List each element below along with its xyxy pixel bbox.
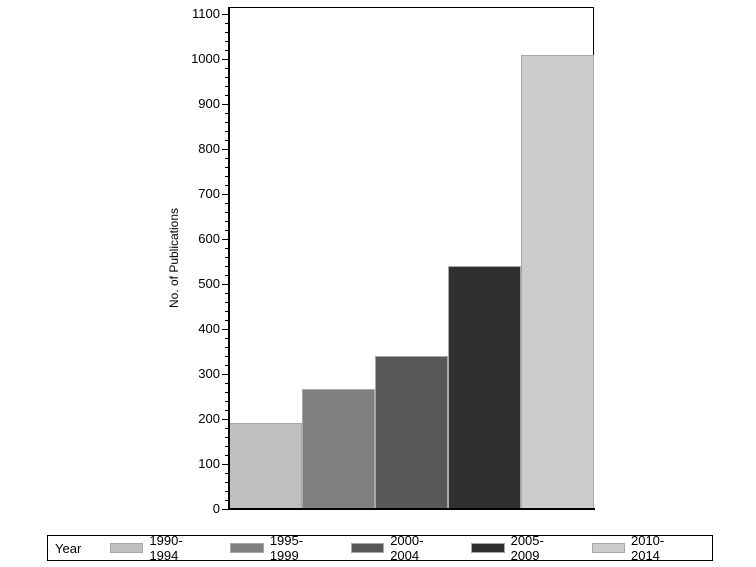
bar-2000-2004 (375, 356, 448, 509)
legend: Year 1990-1994 1995-1999 2000-2004 2005-… (47, 533, 713, 563)
legend-label: 2000-2004 (390, 533, 424, 563)
legend-item: 2005-2009 (471, 533, 571, 563)
y-tick-label: 600 (198, 231, 220, 246)
y-tick-label: 400 (198, 321, 220, 336)
minor-tick (225, 491, 229, 492)
bar-2010-2014 (521, 55, 594, 509)
legend-swatch (230, 543, 264, 553)
minor-tick (225, 482, 229, 483)
y-axis-tick-labels: 0 100 200 300 400 500 600 700 800 900 1000 1100 (160, 0, 220, 567)
y-tick-label: 1100 (192, 6, 220, 21)
minor-tick (225, 500, 229, 501)
minor-tick (225, 95, 229, 96)
minor-tick (225, 203, 229, 204)
minor-tick (225, 77, 229, 78)
y-axis-line (228, 7, 230, 510)
minor-tick (225, 212, 229, 213)
minor-tick (225, 383, 229, 384)
minor-tick (225, 167, 229, 168)
legend-swatch (471, 543, 505, 553)
minor-tick (225, 293, 229, 294)
minor-tick (225, 347, 229, 348)
y-tick-label: 200 (198, 411, 220, 426)
minor-tick (225, 446, 229, 447)
major-tick (222, 104, 229, 105)
major-tick (222, 374, 229, 375)
minor-tick (225, 455, 229, 456)
minor-tick (225, 185, 229, 186)
minor-tick (225, 86, 229, 87)
y-tick-label: 1000 (191, 51, 220, 66)
legend-swatch (350, 543, 385, 553)
minor-tick (225, 410, 229, 411)
y-tick-label: 300 (198, 366, 220, 381)
legend-label: 2010-2014 (630, 533, 665, 563)
major-tick (222, 464, 229, 465)
minor-tick (225, 176, 229, 177)
major-tick (222, 509, 229, 510)
minor-tick (225, 401, 229, 402)
minor-tick (225, 365, 229, 366)
minor-tick (225, 437, 229, 438)
minor-tick (225, 32, 229, 33)
minor-tick (225, 428, 229, 429)
legend-swatch (591, 543, 625, 553)
minor-tick (225, 113, 229, 114)
legend-title: Year (55, 540, 82, 556)
minor-tick (225, 131, 229, 132)
bar-2005-2009 (448, 265, 521, 509)
minor-tick (225, 356, 229, 357)
legend-swatch (110, 543, 144, 553)
y-tick-label: 0 (212, 501, 220, 516)
legend-item: 1995-1999 (230, 533, 330, 563)
minor-tick (225, 473, 229, 474)
major-tick (222, 194, 229, 195)
minor-tick (225, 68, 229, 69)
legend-item: 2010-2014 (591, 533, 692, 563)
major-tick (222, 14, 229, 15)
minor-tick (225, 338, 229, 339)
legend-label: 2005-2009 (510, 533, 544, 563)
minor-tick (225, 221, 229, 222)
legend-label: 1990-1994 (149, 533, 183, 563)
bar-1995-1999 (302, 389, 375, 509)
minor-tick (225, 392, 229, 393)
minor-tick (225, 257, 229, 258)
minor-tick (225, 23, 229, 24)
minor-tick (225, 275, 229, 276)
y-axis-title: No. of Publications (167, 207, 181, 309)
minor-tick (225, 320, 229, 321)
minor-tick (225, 41, 229, 42)
legend-item: 1990-1994 (110, 533, 210, 563)
bar-1990-1994 (229, 423, 302, 509)
major-tick (222, 419, 229, 420)
y-tick-label: 100 (198, 456, 220, 471)
minor-tick (225, 158, 229, 159)
y-tick-label: 900 (198, 96, 220, 111)
y-tick-label: 800 (198, 141, 220, 156)
minor-tick (225, 302, 229, 303)
x-axis-line (228, 508, 595, 510)
minor-tick (225, 50, 229, 51)
major-tick (222, 59, 229, 60)
y-tick-label: 700 (198, 186, 220, 201)
minor-tick (225, 248, 229, 249)
minor-tick (225, 230, 229, 231)
legend-item: 2000-2004 (350, 533, 451, 563)
legend-label: 1995-1999 (269, 533, 304, 563)
y-tick-label: 500 (198, 276, 220, 291)
major-tick (222, 149, 229, 150)
major-tick (222, 239, 229, 240)
minor-tick (225, 122, 229, 123)
major-tick (222, 284, 229, 285)
major-tick (222, 329, 229, 330)
minor-tick (225, 140, 229, 141)
minor-tick (225, 266, 229, 267)
minor-tick (225, 311, 229, 312)
